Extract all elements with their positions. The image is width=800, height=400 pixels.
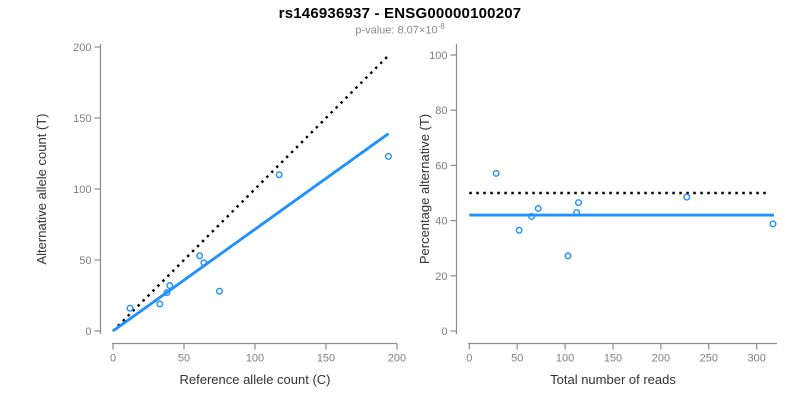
x-tick-label: 50	[178, 353, 190, 365]
identity-line	[112, 56, 388, 332]
pvalue-subtitle: p-value: 8.07×10-8	[0, 22, 800, 37]
y-tick-label: 80	[435, 105, 447, 117]
y-axis-title: Percentage alternative (T)	[417, 114, 432, 264]
data-point	[564, 252, 572, 260]
data-point	[196, 252, 204, 260]
x-tick-label: 150	[317, 353, 335, 365]
y-tick-label: 0	[85, 326, 91, 338]
fit-line	[112, 132, 390, 333]
pvalue-text: p-value: 8.07×10	[355, 24, 438, 37]
y-tick-label: 50	[79, 255, 91, 267]
data-point	[492, 169, 500, 177]
x-tick-label: 200	[388, 353, 406, 365]
y-axis: 0 50 100 150 200	[73, 42, 102, 338]
x-axis-title: Total number of reads	[550, 372, 676, 387]
data-point	[384, 152, 392, 160]
x-tick-label: 50	[511, 353, 523, 365]
y-tick-label: 0	[441, 326, 447, 338]
y-tick-label: 40	[435, 216, 447, 228]
y-tick-label: 100	[73, 184, 91, 196]
data-point	[515, 226, 523, 234]
x-axis-title: Reference allele count (C)	[179, 372, 330, 387]
percentage-panel: 0 20 40 60 80 100 0 50 100 150 200 250 300 Total numb…	[417, 44, 777, 387]
y-tick-label: 20	[435, 271, 447, 283]
x-axis: 0 50 100 150 200	[110, 342, 406, 365]
x-tick-label: 0	[466, 353, 472, 365]
chart-title: rs146936937 - ENSG00000100207	[278, 5, 522, 22]
data-point	[215, 287, 223, 295]
y-tick-label: 200	[73, 42, 91, 54]
x-tick-label: 100	[246, 353, 264, 365]
data-point	[200, 259, 208, 267]
y-tick-label: 150	[73, 113, 91, 125]
data-points	[492, 169, 777, 260]
data-point	[126, 304, 134, 312]
data-point	[163, 289, 171, 297]
x-tick-label: 250	[700, 353, 718, 365]
x-axis: 0 50 100 150 200 250 300	[466, 342, 777, 365]
data-point	[769, 220, 777, 228]
data-points	[126, 152, 392, 312]
y-axis-title: Alternative allele count (T)	[34, 113, 49, 264]
x-tick-label: 200	[652, 353, 670, 365]
x-tick-label: 300	[748, 353, 766, 365]
data-point	[528, 212, 536, 220]
y-axis: 0 20 40 60 80 100	[429, 44, 458, 338]
data-point	[534, 204, 542, 212]
x-tick-label: 100	[556, 353, 574, 365]
x-tick-label: 150	[604, 353, 622, 365]
x-tick-label: 0	[110, 353, 116, 365]
pvalue-exponent: -8	[437, 22, 445, 31]
data-point	[573, 209, 581, 217]
data-point	[156, 300, 164, 308]
y-tick-label: 100	[429, 50, 447, 62]
data-point	[683, 193, 691, 201]
y-tick-label: 60	[435, 160, 447, 172]
data-point	[575, 199, 583, 207]
data-point	[275, 171, 283, 179]
data-point	[166, 282, 174, 290]
allele-counts-panel: 0 50 100 150 200 0 50 100 150 200 Reference allele…	[34, 42, 406, 387]
